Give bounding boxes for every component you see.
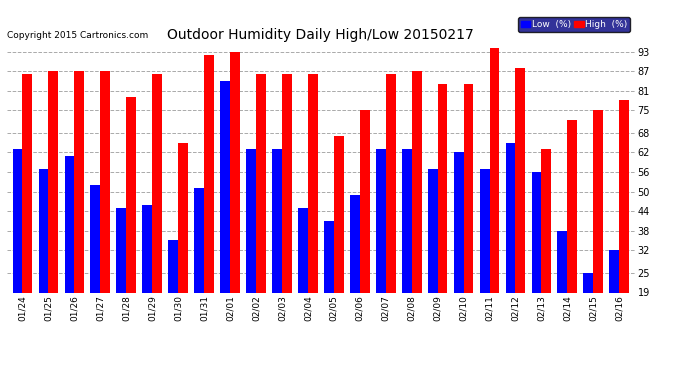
- Bar: [386, 74, 395, 292]
- Bar: [39, 169, 48, 292]
- Bar: [90, 185, 100, 292]
- Bar: [168, 240, 178, 292]
- Bar: [64, 156, 75, 292]
- Bar: [194, 188, 204, 292]
- Bar: [584, 273, 593, 292]
- Legend: Low  (%), High  (%): Low (%), High (%): [518, 17, 630, 32]
- Bar: [428, 169, 437, 292]
- Bar: [230, 51, 240, 292]
- Bar: [48, 71, 58, 292]
- Bar: [619, 100, 629, 292]
- Bar: [272, 149, 282, 292]
- Bar: [558, 231, 567, 292]
- Bar: [256, 74, 266, 292]
- Text: Copyright 2015 Cartronics.com: Copyright 2015 Cartronics.com: [7, 31, 148, 40]
- Bar: [454, 153, 464, 292]
- Bar: [464, 84, 473, 292]
- Bar: [402, 149, 412, 292]
- Bar: [75, 71, 84, 292]
- Bar: [142, 205, 152, 292]
- Bar: [334, 136, 344, 292]
- Bar: [376, 149, 386, 292]
- Bar: [542, 149, 551, 292]
- Bar: [324, 221, 334, 292]
- Bar: [246, 149, 256, 292]
- Bar: [298, 208, 308, 292]
- Bar: [480, 169, 489, 292]
- Bar: [609, 250, 619, 292]
- Bar: [126, 97, 136, 292]
- Bar: [117, 208, 126, 292]
- Bar: [350, 195, 359, 292]
- Bar: [282, 74, 292, 292]
- Bar: [515, 68, 525, 292]
- Bar: [23, 74, 32, 292]
- Bar: [593, 110, 603, 292]
- Bar: [12, 149, 23, 292]
- Title: Outdoor Humidity Daily High/Low 20150217: Outdoor Humidity Daily High/Low 20150217: [168, 28, 474, 42]
- Bar: [567, 120, 578, 292]
- Bar: [220, 81, 230, 292]
- Bar: [506, 143, 515, 292]
- Bar: [437, 84, 448, 292]
- Bar: [489, 48, 500, 292]
- Bar: [531, 172, 542, 292]
- Bar: [412, 71, 422, 292]
- Bar: [100, 71, 110, 292]
- Bar: [204, 55, 214, 292]
- Bar: [178, 143, 188, 292]
- Bar: [152, 74, 162, 292]
- Bar: [308, 74, 317, 292]
- Bar: [359, 110, 370, 292]
